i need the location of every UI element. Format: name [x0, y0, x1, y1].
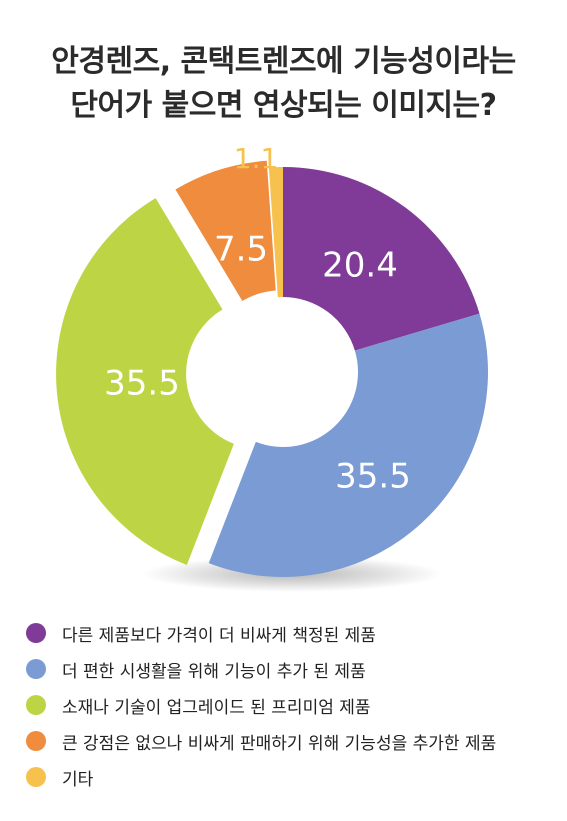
legend-item-5: 기타 — [26, 759, 496, 795]
chart-title-line-2: 단어가 붙으면 연상되는 이미지는? — [70, 88, 497, 123]
donut-chart: 20.4 35.5 35.5 7.5 1.1 — [56, 142, 489, 592]
legend-label-1: 다른 제품보다 가격이 더 비싸게 책정된 제품 — [62, 625, 376, 646]
donut-slices — [56, 160, 489, 577]
legend-label-5: 기타 — [62, 769, 94, 790]
legend-label-2: 더 편한 시생활을 위해 기능이 추가 된 제품 — [62, 661, 366, 682]
slice-value-label-5: 1.1 — [234, 142, 279, 175]
slice-value-label-1: 20.4 — [322, 246, 398, 286]
legend-swatch-2 — [26, 659, 46, 679]
slice-value-label-2: 35.5 — [335, 457, 411, 497]
slice-2 — [208, 313, 489, 577]
slice-1 — [283, 167, 480, 351]
legend-swatch-3 — [26, 695, 46, 715]
chart-title-line-1: 안경렌즈, 콘택트렌즈에 기능성이라는 — [51, 44, 516, 79]
slice-value-label-3: 35.5 — [104, 364, 180, 404]
chart-title: 안경렌즈, 콘택트렌즈에 기능성이라는 단어가 붙으면 연상되는 이미지는? — [0, 40, 567, 128]
slice-4 — [175, 160, 276, 302]
slice-3 — [56, 198, 234, 565]
legend-label-4: 큰 강점은 없으나 비싸게 판매하기 위해 기능성을 추가한 제품 — [62, 733, 497, 754]
legend-label-3: 소재나 기술이 업그레이드 된 프리미엄 제품 — [62, 697, 371, 718]
slice-5 — [268, 167, 283, 298]
legend-item-3: 소재나 기술이 업그레이드 된 프리미엄 제품 — [26, 687, 496, 723]
legend-swatch-1 — [26, 623, 46, 643]
legend-item-2: 더 편한 시생활을 위해 기능이 추가 된 제품 — [26, 651, 496, 687]
slice-value-labels: 20.4 35.5 35.5 7.5 1.1 — [104, 142, 411, 497]
legend-swatch-5 — [26, 767, 46, 787]
legend-item-1: 다른 제품보다 가격이 더 비싸게 책정된 제품 — [26, 615, 496, 651]
slice-value-label-4: 7.5 — [214, 230, 268, 270]
legend-swatch-4 — [26, 731, 46, 751]
legend-item-4: 큰 강점은 없으나 비싸게 판매하기 위해 기능성을 추가한 제품 — [26, 723, 496, 759]
